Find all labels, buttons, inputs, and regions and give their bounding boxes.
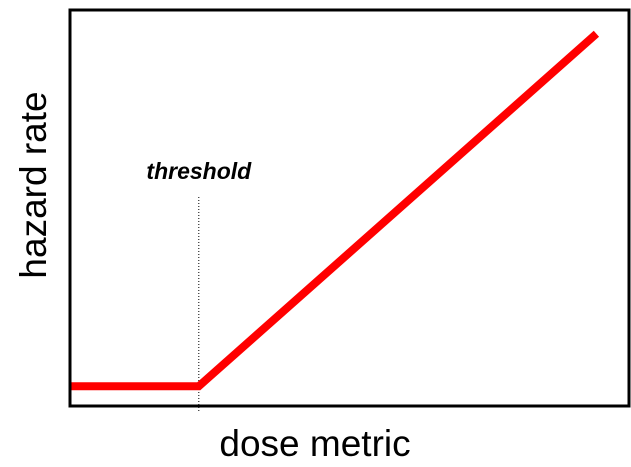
plot-frame xyxy=(68,8,631,408)
data-line xyxy=(70,30,600,391)
x-axis-label: dose metric xyxy=(219,423,410,464)
annotation: threshold xyxy=(146,158,252,184)
y-axis-label: hazard rate xyxy=(13,91,54,278)
